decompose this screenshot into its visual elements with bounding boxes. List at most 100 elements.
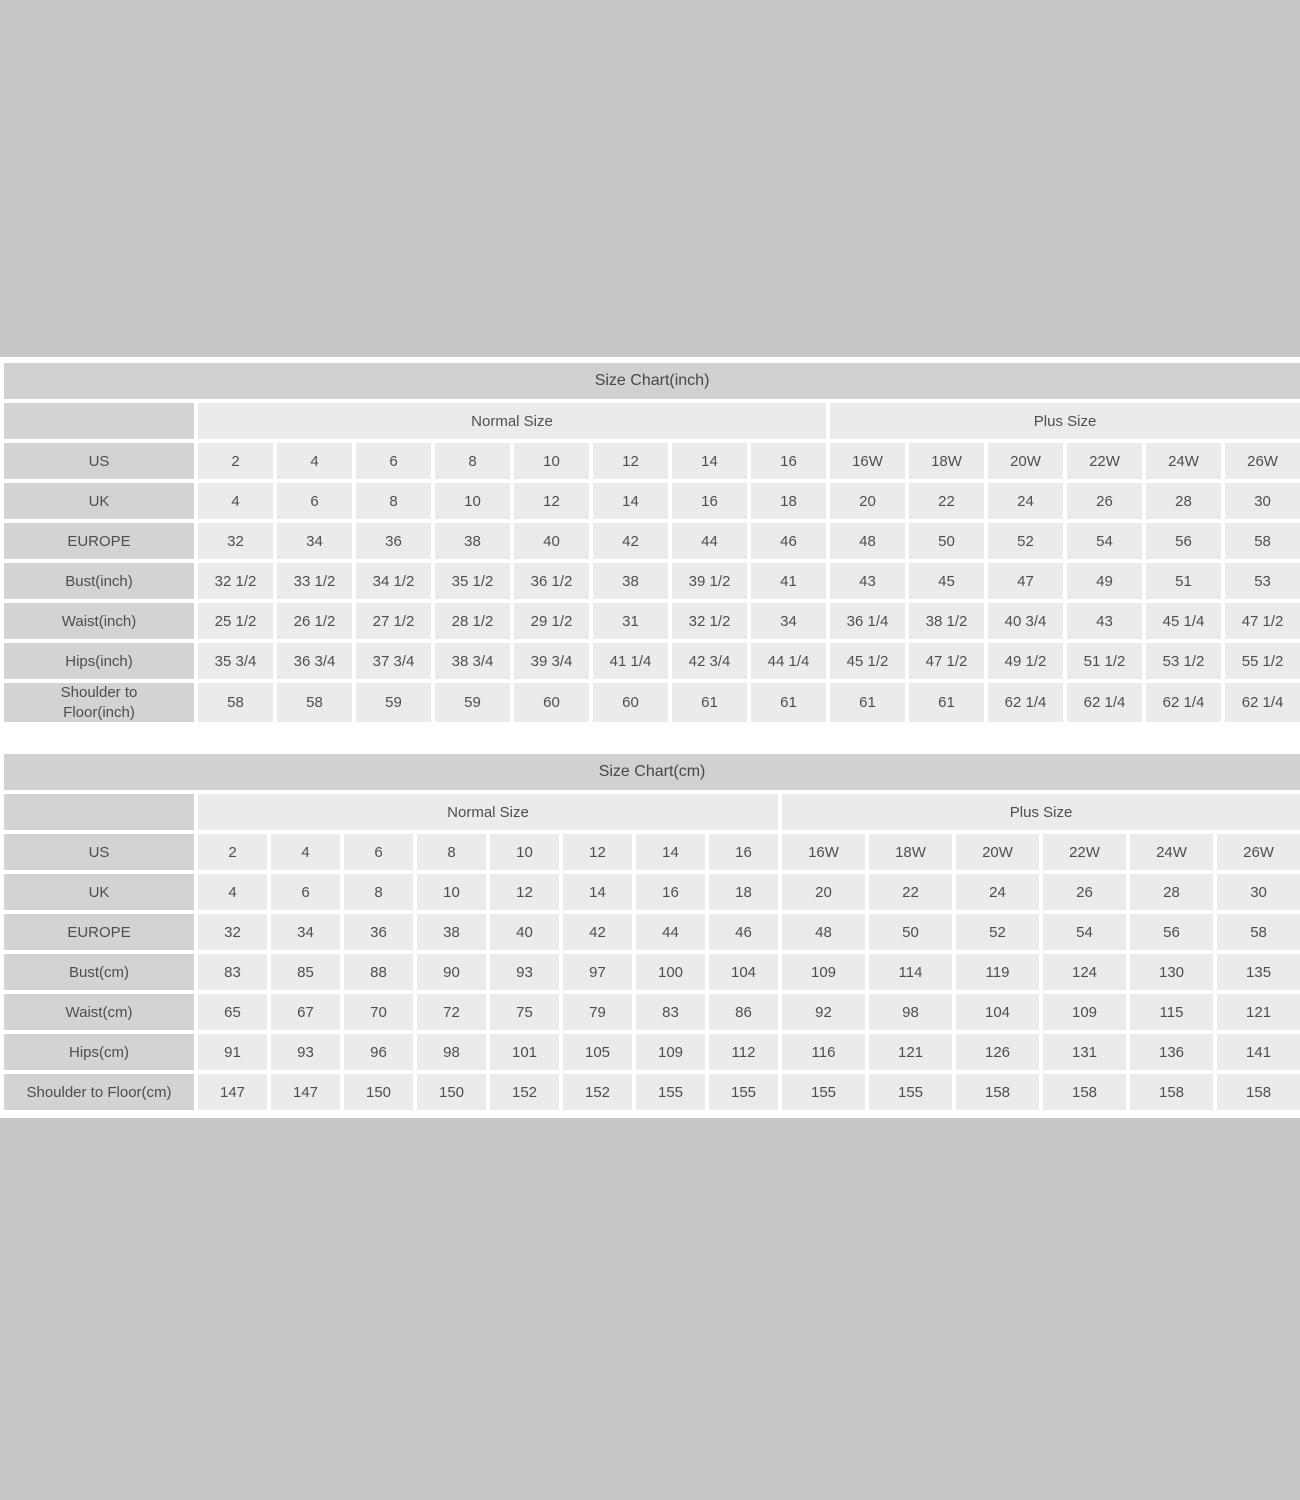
cell-uk-inch-9: 22 — [909, 483, 984, 519]
cell-us-inch-13: 26W — [1225, 443, 1300, 479]
cell-shoulder-to-floor-cm-cm-1: 147 — [271, 1074, 340, 1110]
cell-hips-cm-cm-5: 105 — [563, 1034, 632, 1070]
cell-europe-cm-4: 40 — [490, 914, 559, 950]
cell-us-cm-12: 24W — [1130, 834, 1213, 870]
cell-uk-cm-10: 24 — [956, 874, 1039, 910]
cell-waist-cm-cm-3: 72 — [417, 994, 486, 1030]
cell-hips-cm-cm-2: 96 — [344, 1034, 413, 1070]
cell-bust-cm-cm-3: 90 — [417, 954, 486, 990]
cell-shoulder-to-floor-inch-inch-2: 59 — [356, 683, 431, 722]
cell-bust-cm-cm-12: 130 — [1130, 954, 1213, 990]
cell-waist-inch-inch-10: 40 3/4 — [988, 603, 1063, 639]
cell-us-cm-13: 26W — [1217, 834, 1300, 870]
cell-us-cm-6: 14 — [636, 834, 705, 870]
cell-us-inch-10: 20W — [988, 443, 1063, 479]
table-title-inch: Size Chart(inch) — [4, 363, 1300, 399]
cell-shoulder-to-floor-cm-cm-3: 150 — [417, 1074, 486, 1110]
size-chart-cm-table: Size Chart(cm) Normal Size Plus Size US 2 4 6 8… — [0, 750, 1300, 1114]
cell-hips-inch-inch-13: 55 1/2 — [1225, 643, 1300, 679]
cell-bust-cm-cm-1: 85 — [271, 954, 340, 990]
cell-shoulder-to-floor-inch-inch-7: 61 — [751, 683, 826, 722]
cell-bust-inch-inch-12: 51 — [1146, 563, 1221, 599]
table-row-waist-cm-cm: Waist(cm) 65 67 70 72 75 79 83 86 92 98 104 109 115 12… — [4, 994, 1300, 1030]
cell-waist-cm-cm-11: 109 — [1043, 994, 1126, 1030]
cell-uk-inch-10: 24 — [988, 483, 1063, 519]
row-label-bust-cm-cm: Bust(cm) — [4, 954, 194, 990]
cell-europe-cm-8: 48 — [782, 914, 865, 950]
cell-us-inch-12: 24W — [1146, 443, 1221, 479]
cell-hips-cm-cm-7: 112 — [709, 1034, 778, 1070]
cell-uk-cm-12: 28 — [1130, 874, 1213, 910]
cell-hips-cm-cm-9: 121 — [869, 1034, 952, 1070]
table-row-us-inch: US 2 4 6 8 10 12 14 16 16W 18W 20W 22W 24W 26W — [4, 443, 1300, 479]
cell-waist-inch-inch-8: 36 1/4 — [830, 603, 905, 639]
cell-shoulder-to-floor-inch-inch-4: 60 — [514, 683, 589, 722]
cell-bust-inch-inch-10: 47 — [988, 563, 1063, 599]
cell-hips-inch-inch-6: 42 3/4 — [672, 643, 747, 679]
cell-bust-inch-inch-11: 49 — [1067, 563, 1142, 599]
cell-hips-cm-cm-1: 93 — [271, 1034, 340, 1070]
cell-europe-inch-13: 58 — [1225, 523, 1300, 559]
cell-us-cm-1: 4 — [271, 834, 340, 870]
cell-us-inch-9: 18W — [909, 443, 984, 479]
cell-us-inch-7: 16 — [751, 443, 826, 479]
cell-uk-cm-5: 14 — [563, 874, 632, 910]
cell-uk-inch-2: 8 — [356, 483, 431, 519]
cell-shoulder-to-floor-cm-cm-9: 155 — [869, 1074, 952, 1110]
cell-europe-cm-7: 46 — [709, 914, 778, 950]
cell-bust-inch-inch-3: 35 1/2 — [435, 563, 510, 599]
cell-europe-cm-1: 34 — [271, 914, 340, 950]
cell-shoulder-to-floor-cm-cm-2: 150 — [344, 1074, 413, 1110]
cell-bust-cm-cm-13: 135 — [1217, 954, 1300, 990]
column-group-plus-size-inch: Plus Size — [830, 403, 1300, 439]
cell-waist-cm-cm-0: 65 — [198, 994, 267, 1030]
cell-uk-cm-0: 4 — [198, 874, 267, 910]
cell-europe-cm-9: 50 — [869, 914, 952, 950]
cell-bust-inch-inch-0: 32 1/2 — [198, 563, 273, 599]
cell-hips-cm-cm-10: 126 — [956, 1034, 1039, 1070]
cell-europe-inch-9: 50 — [909, 523, 984, 559]
cell-europe-inch-12: 56 — [1146, 523, 1221, 559]
cell-bust-inch-inch-13: 53 — [1225, 563, 1300, 599]
cell-shoulder-to-floor-inch-inch-9: 61 — [909, 683, 984, 722]
cell-us-cm-2: 6 — [344, 834, 413, 870]
cell-shoulder-to-floor-cm-cm-5: 152 — [563, 1074, 632, 1110]
cell-bust-cm-cm-10: 119 — [956, 954, 1039, 990]
cell-us-cm-11: 22W — [1043, 834, 1126, 870]
cell-uk-inch-6: 16 — [672, 483, 747, 519]
cell-bust-inch-inch-2: 34 1/2 — [356, 563, 431, 599]
cell-bust-cm-cm-8: 109 — [782, 954, 865, 990]
cell-us-inch-5: 12 — [593, 443, 668, 479]
cell-hips-inch-inch-12: 53 1/2 — [1146, 643, 1221, 679]
cell-uk-cm-1: 6 — [271, 874, 340, 910]
cell-us-cm-3: 8 — [417, 834, 486, 870]
row-label-waist-cm-cm: Waist(cm) — [4, 994, 194, 1030]
cell-shoulder-to-floor-cm-cm-6: 155 — [636, 1074, 705, 1110]
cell-europe-inch-3: 38 — [435, 523, 510, 559]
cell-waist-inch-inch-1: 26 1/2 — [277, 603, 352, 639]
cell-europe-inch-1: 34 — [277, 523, 352, 559]
cell-uk-cm-9: 22 — [869, 874, 952, 910]
cell-waist-cm-cm-1: 67 — [271, 994, 340, 1030]
cell-uk-inch-8: 20 — [830, 483, 905, 519]
cell-uk-inch-7: 18 — [751, 483, 826, 519]
row-label-uk-cm: UK — [4, 874, 194, 910]
table-row-shoulder-to-floor-inch-inch: Shoulder to Floor(inch) 58 58 59 59 60 60 61 61 6… — [4, 683, 1300, 722]
cell-bust-cm-cm-9: 114 — [869, 954, 952, 990]
table-title-cm: Size Chart(cm) — [4, 754, 1300, 790]
cell-waist-inch-inch-6: 32 1/2 — [672, 603, 747, 639]
cell-europe-cm-6: 44 — [636, 914, 705, 950]
cell-us-cm-10: 20W — [956, 834, 1039, 870]
cell-us-inch-6: 14 — [672, 443, 747, 479]
cell-hips-cm-cm-0: 91 — [198, 1034, 267, 1070]
table-row-hips-inch-inch: Hips(inch) 35 3/4 36 3/4 37 3/4 38 3/4 39 3/4… — [4, 643, 1300, 679]
cell-waist-inch-inch-7: 34 — [751, 603, 826, 639]
cell-waist-cm-cm-4: 75 — [490, 994, 559, 1030]
cell-uk-cm-2: 8 — [344, 874, 413, 910]
cell-bust-inch-inch-5: 38 — [593, 563, 668, 599]
cell-shoulder-to-floor-inch-inch-5: 60 — [593, 683, 668, 722]
cell-europe-inch-4: 40 — [514, 523, 589, 559]
cell-hips-inch-inch-10: 49 1/2 — [988, 643, 1063, 679]
cell-hips-cm-cm-6: 109 — [636, 1034, 705, 1070]
cell-waist-cm-cm-5: 79 — [563, 994, 632, 1030]
